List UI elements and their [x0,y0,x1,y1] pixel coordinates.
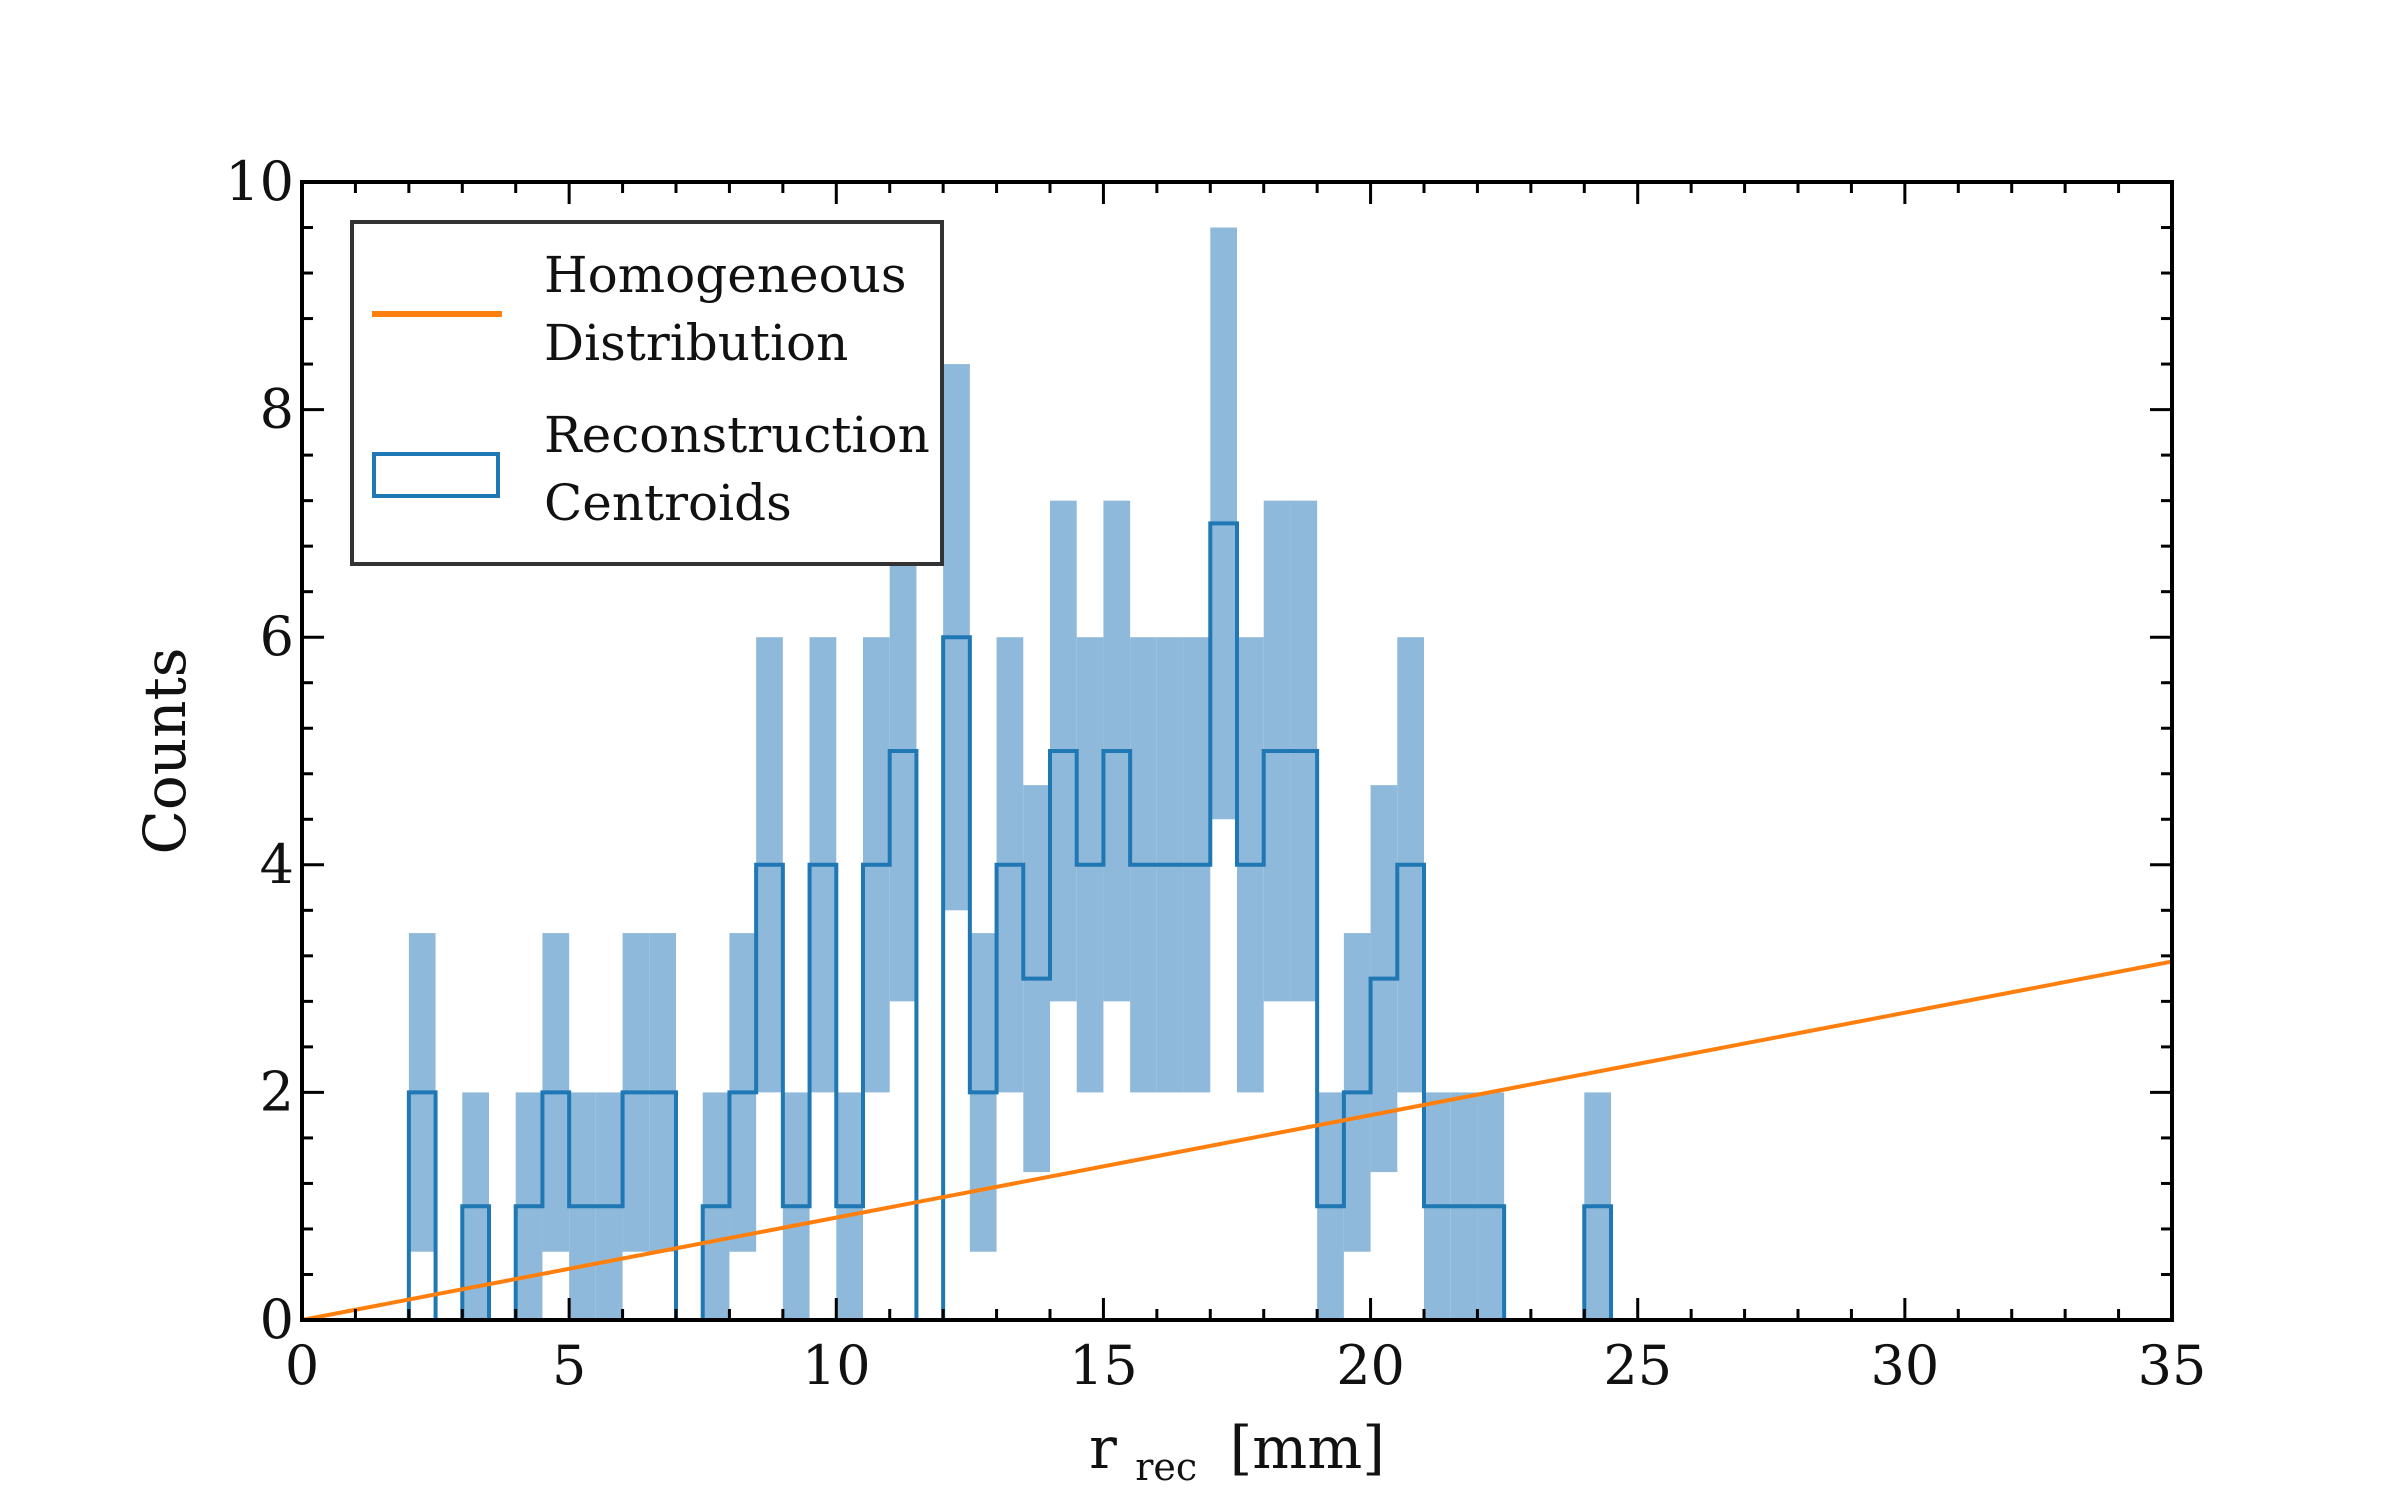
axis-ticks [300,180,2174,1322]
x-tick-label: 0 [285,1334,319,1397]
legend-label-homogeneous-1: Homogeneous [544,246,907,304]
homogeneous-distribution-line [301,959,2173,1322]
x-axis-label: r rec [mm] [1089,1414,1385,1494]
x-axis-label-symbol: r [1089,1414,1117,1482]
y-axis-label: Counts [131,647,199,854]
plot-frame [300,180,2174,1322]
x-axis-label-subscript: rec [1135,1445,1197,1489]
x-tick-label: 5 [552,1334,586,1397]
histogram-steps [406,521,1613,1320]
legend-label-reconstruction-2: Centroids [544,474,792,532]
y-tick-label: 6 [260,605,294,668]
y-tick-label: 8 [260,378,294,441]
legend-label-reconstruction-1: Reconstruction [544,406,930,464]
x-axis-label-unit: [mm] [1230,1414,1385,1482]
legend-label-homogeneous-2: Distribution [544,314,848,372]
y-tick-label: 4 [260,833,294,896]
legend-box-swatch [372,452,500,498]
x-tick-label: 15 [1069,1334,1138,1397]
homogeneous-line-layer [301,959,2173,1322]
legend: Homogeneous Distribution Reconstruction … [350,220,944,566]
y-tick-label: 2 [260,1060,294,1123]
x-tick-label: 10 [802,1334,871,1397]
y-tick-label: 10 [225,150,294,213]
y-tick-label: 0 [260,1288,294,1351]
x-tick-label: 30 [1870,1334,1939,1397]
legend-box [350,220,944,566]
histogram-step-line [406,521,1613,1320]
x-tick-label: 20 [1336,1334,1405,1397]
x-tick-label: 35 [2138,1334,2207,1397]
x-tick-label: 25 [1603,1334,1672,1397]
